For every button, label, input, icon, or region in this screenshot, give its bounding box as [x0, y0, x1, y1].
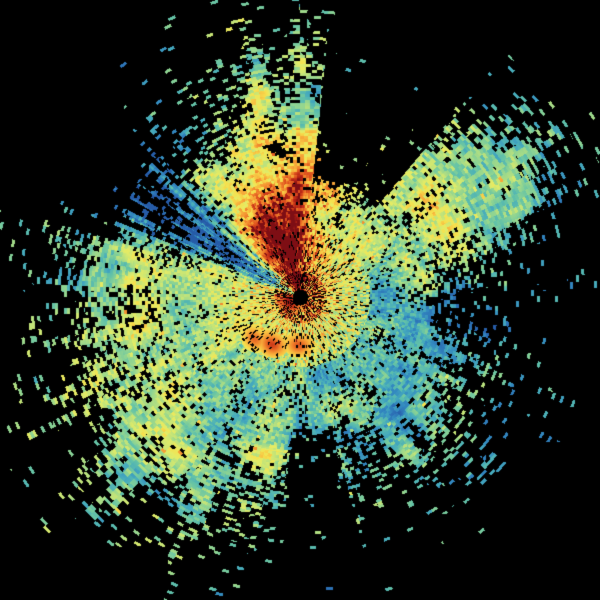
radar-ppi-image: [0, 0, 600, 600]
radar-ppi-canvas: [0, 0, 600, 600]
